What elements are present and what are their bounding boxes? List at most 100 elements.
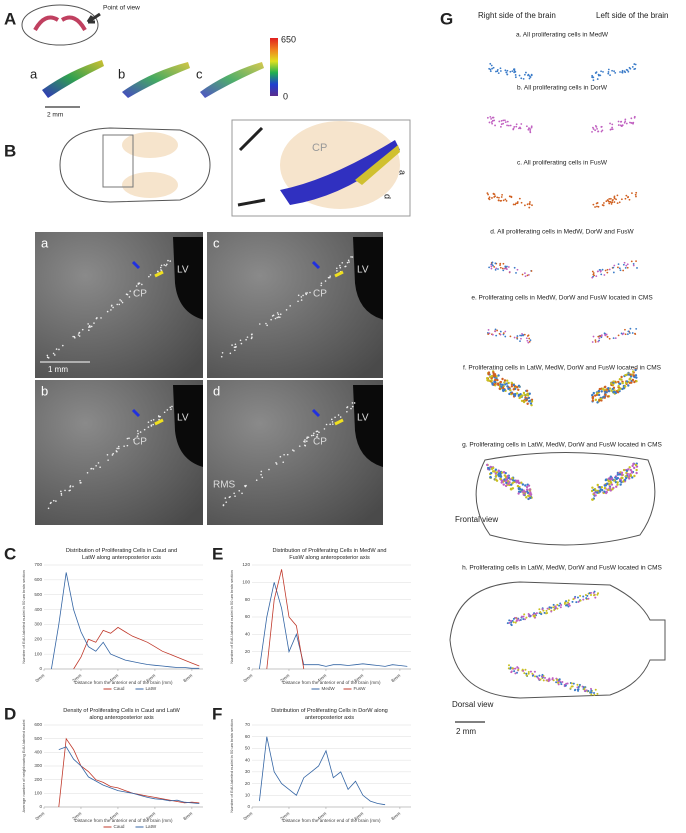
cell-dot [599, 335, 602, 337]
cell-dot [594, 596, 597, 599]
cell-dot [68, 489, 71, 492]
cell-dot [331, 421, 334, 423]
cell-dot [631, 370, 635, 373]
cell-dot [524, 272, 526, 275]
cell-dot [621, 71, 623, 74]
cell-dot [599, 397, 603, 401]
cell-dot [518, 197, 521, 200]
cell-dot [527, 672, 530, 675]
frontal-outline [475, 452, 656, 546]
panel-label: C [4, 544, 16, 563]
cell-dot [546, 612, 549, 615]
cell-dot [600, 273, 603, 276]
cell-dot [572, 598, 575, 601]
section-label: a [398, 170, 408, 175]
cell-dot [557, 683, 560, 686]
cell-dot [625, 264, 628, 267]
cell-dot [531, 204, 533, 207]
chart-title: Distribution of Proliferating Cells in C… [66, 548, 177, 561]
cell-dot [635, 191, 638, 194]
row-title: c. All proliferating cells in FusW [517, 160, 608, 167]
cell-dot [498, 120, 501, 123]
cell-dot [316, 433, 319, 436]
cell-dot [499, 475, 503, 479]
cell-dot [81, 328, 84, 331]
cell-dot [506, 475, 509, 478]
panel-label: E [212, 544, 223, 563]
cell-dot [277, 313, 280, 316]
cell-dot [490, 265, 493, 268]
arrow [311, 408, 321, 418]
cell-dot [524, 668, 527, 671]
cell-dot [627, 196, 629, 199]
cell-dot [112, 306, 114, 309]
cell-dot [493, 380, 496, 384]
cell-dot [110, 309, 112, 311]
cell-dot [610, 483, 614, 486]
sub-label: c [196, 66, 203, 81]
cell-dot [624, 381, 628, 385]
cell-dot [607, 68, 610, 71]
cell-dot [329, 275, 331, 277]
cell-dot [501, 377, 504, 381]
cell-dot [88, 326, 90, 328]
cell-dot [166, 409, 169, 411]
cell-dot [297, 294, 300, 297]
cell-dot [523, 393, 526, 397]
cell-dot [95, 464, 97, 467]
cell-dot [350, 256, 352, 258]
cell-dot [499, 70, 502, 72]
cell-dot [523, 333, 526, 336]
cell-dot [487, 373, 490, 376]
cell-dot [522, 615, 525, 618]
cell-dot [556, 681, 559, 684]
cell-dot [504, 198, 507, 201]
cell-dot [490, 267, 493, 270]
cell-dot [558, 678, 561, 681]
cell-dot [634, 67, 637, 70]
cell-dot [528, 77, 531, 80]
streaks [42, 60, 264, 98]
cell-dot [536, 676, 539, 679]
cell-dot [169, 406, 172, 409]
cell-dot [510, 483, 513, 486]
cell-dot [497, 72, 500, 74]
cell-dot [522, 334, 525, 336]
cell-dot [595, 275, 598, 278]
cell-dot [52, 499, 55, 502]
cell-dot [487, 333, 490, 336]
x-tick-label: 2mm [279, 673, 290, 684]
cell-dot [495, 471, 499, 474]
cell-dot [528, 340, 531, 343]
cell-dot [617, 380, 620, 384]
section-label: d [383, 194, 393, 199]
cell-dot [491, 122, 494, 125]
colorbar [270, 38, 278, 96]
cell-dot [491, 119, 494, 122]
arrow [154, 270, 164, 278]
scale-label: 2 mm [47, 112, 63, 119]
cell-dot [618, 382, 622, 386]
cell-dot [603, 395, 606, 398]
cell-dot [632, 262, 635, 265]
cell-dot [285, 309, 288, 311]
cell-dot [117, 445, 120, 448]
cell-dot [520, 481, 523, 484]
cell-dot [606, 336, 609, 338]
cell-dot [505, 379, 509, 382]
arrow [154, 418, 164, 426]
cell-dot [507, 124, 510, 127]
cell-dot [634, 63, 637, 66]
cell-dot [158, 418, 160, 421]
cell-dot [596, 78, 599, 80]
cell-dot [339, 266, 342, 269]
cell-dot [590, 689, 593, 692]
cell-dot [636, 267, 638, 269]
cell-dot [624, 266, 627, 269]
cell-dot [608, 268, 611, 271]
cell-dot [524, 484, 527, 487]
cell-dot [526, 339, 529, 342]
cell-dot [609, 489, 612, 492]
y-tick-label: 400 [34, 607, 42, 612]
cell-dot [618, 473, 622, 476]
